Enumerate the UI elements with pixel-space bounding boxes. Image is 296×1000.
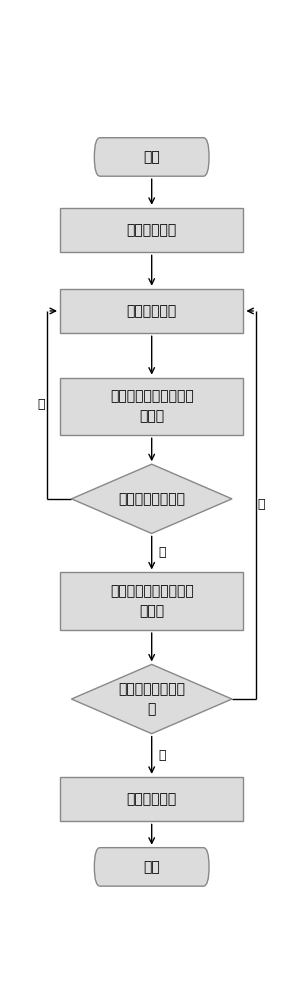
Text: 计算并更新所有网格权
窗参数: 计算并更新所有网格权 窗参数 bbox=[110, 584, 194, 618]
Text: 是: 是 bbox=[159, 749, 166, 762]
Text: 否: 否 bbox=[38, 398, 45, 411]
Text: 结束: 结束 bbox=[143, 860, 160, 874]
Text: 总模拟时间是否结
束: 总模拟时间是否结 束 bbox=[118, 682, 185, 716]
Text: 开始: 开始 bbox=[143, 150, 160, 164]
FancyBboxPatch shape bbox=[60, 777, 244, 821]
Text: 是: 是 bbox=[159, 546, 166, 559]
Text: 初始网格划分: 初始网格划分 bbox=[127, 223, 177, 237]
Text: 模拟一个粒子: 模拟一个粒子 bbox=[127, 304, 177, 318]
Polygon shape bbox=[71, 464, 232, 533]
FancyBboxPatch shape bbox=[94, 848, 209, 886]
FancyBboxPatch shape bbox=[60, 208, 244, 252]
Text: 累计栅元贡献和进入粒
子权重: 累计栅元贡献和进入粒 子权重 bbox=[110, 390, 194, 423]
Text: 输出最终权窗: 输出最终权窗 bbox=[127, 792, 177, 806]
FancyBboxPatch shape bbox=[60, 378, 244, 435]
Text: 当前周期是否结束: 当前周期是否结束 bbox=[118, 492, 185, 506]
Text: 否: 否 bbox=[257, 498, 265, 512]
FancyBboxPatch shape bbox=[60, 289, 244, 333]
FancyBboxPatch shape bbox=[94, 138, 209, 176]
FancyBboxPatch shape bbox=[60, 572, 244, 630]
Polygon shape bbox=[71, 664, 232, 734]
